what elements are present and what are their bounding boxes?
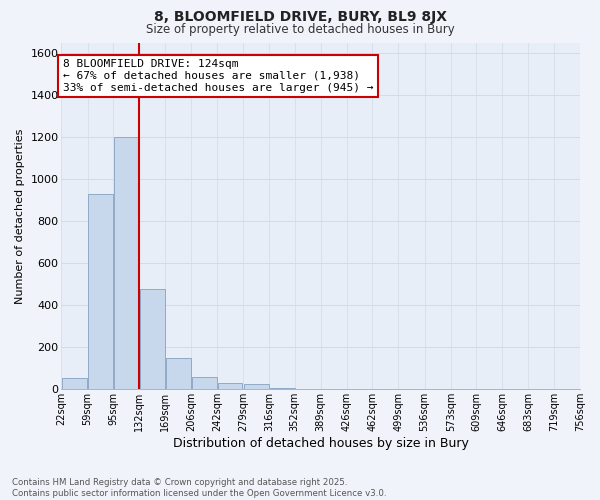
- Bar: [218, 383, 242, 390]
- Bar: [192, 376, 217, 390]
- X-axis label: Distribution of detached houses by size in Bury: Distribution of detached houses by size …: [173, 437, 469, 450]
- Bar: [295, 388, 320, 390]
- Y-axis label: Number of detached properties: Number of detached properties: [15, 128, 25, 304]
- Bar: [166, 358, 191, 390]
- Text: Size of property relative to detached houses in Bury: Size of property relative to detached ho…: [146, 22, 454, 36]
- Text: Contains HM Land Registry data © Crown copyright and database right 2025.
Contai: Contains HM Land Registry data © Crown c…: [12, 478, 386, 498]
- Bar: [244, 384, 269, 390]
- Text: 8, BLOOMFIELD DRIVE, BURY, BL9 8JX: 8, BLOOMFIELD DRIVE, BURY, BL9 8JX: [154, 10, 446, 24]
- Bar: [113, 137, 139, 390]
- Bar: [88, 194, 113, 390]
- Bar: [140, 290, 164, 390]
- Bar: [62, 378, 87, 390]
- Bar: [270, 388, 295, 390]
- Text: 8 BLOOMFIELD DRIVE: 124sqm
← 67% of detached houses are smaller (1,938)
33% of s: 8 BLOOMFIELD DRIVE: 124sqm ← 67% of deta…: [63, 60, 373, 92]
